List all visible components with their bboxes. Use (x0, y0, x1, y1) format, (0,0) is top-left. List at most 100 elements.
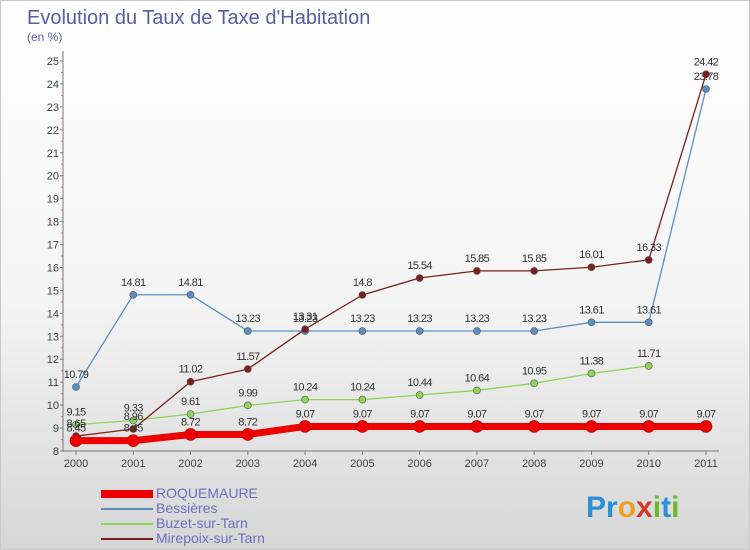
data-label-mirepoix-sur-tarn: 15.54 (407, 260, 432, 272)
data-point-bessi-res (644, 318, 653, 327)
data-label-roquemaure: 9.07 (582, 408, 601, 420)
data-point-roquemaure (527, 420, 541, 433)
x-tick-label: 2007 (465, 458, 489, 470)
data-point-bessi-res (72, 383, 80, 391)
data-label-roquemaure: 9.07 (639, 408, 658, 420)
data-point-mirepoix-sur-tarn (644, 256, 653, 264)
data-label-roquemaure: 8.72 (181, 416, 200, 428)
data-point-buzet-sur-tarn (644, 362, 653, 370)
data-label-mirepoix-sur-tarn: 11.57 (236, 351, 260, 363)
data-label-mirepoix-sur-tarn: 14.8 (353, 277, 372, 289)
data-point-buzet-sur-tarn (129, 416, 138, 425)
data-point-roquemaure (298, 420, 312, 433)
data-label-bessi-res: 13.23 (236, 313, 261, 325)
legend-swatch (101, 523, 153, 525)
data-label-buzet-sur-tarn: 9.33 (124, 402, 143, 414)
data-point-mirepoix-sur-tarn (301, 325, 309, 333)
x-tick-label: 2001 (121, 458, 145, 470)
legend-swatch (101, 538, 153, 540)
logo-letter: t (661, 491, 672, 524)
y-tick-label: 22 (47, 125, 59, 137)
data-label-mirepoix-sur-tarn: 8.96 (124, 411, 143, 423)
legend-swatch (101, 490, 153, 498)
logo-letter: o (617, 491, 637, 524)
legend-label: Mirepoix-sur-Tarn (156, 530, 265, 546)
data-label-mirepoix-sur-tarn: 15.85 (465, 253, 490, 265)
logo-letter: x (636, 491, 653, 524)
data-point-bessi-res (473, 327, 481, 335)
legend-swatch (101, 508, 153, 510)
x-tick-label: 2010 (636, 458, 660, 470)
data-point-roquemaure (69, 434, 83, 447)
y-tick-label: 15 (47, 285, 59, 297)
x-tick-label: 2004 (293, 458, 317, 470)
data-point-roquemaure (470, 420, 484, 433)
legend-label: Bessières (156, 500, 218, 516)
logo-letter: i (652, 491, 662, 524)
data-label-bessi-res: 13.23 (522, 313, 547, 325)
data-point-mirepoix-sur-tarn (473, 267, 481, 275)
data-point-mirepoix-sur-tarn (186, 377, 195, 386)
data-point-bessi-res (244, 327, 252, 335)
data-label-bessi-res: 14.81 (121, 277, 146, 289)
x-tick-label: 2006 (407, 458, 431, 470)
series-line-bessi-res (75, 88, 707, 388)
y-tick-label: 17 (47, 240, 59, 252)
data-label-buzet-sur-tarn: 9.61 (181, 396, 200, 408)
data-label-mirepoix-sur-tarn: 24.42 (694, 56, 719, 68)
data-label-roquemaure: 9.07 (353, 408, 372, 420)
y-tick-label: 18 (47, 217, 59, 229)
data-point-mirepoix-sur-tarn (244, 365, 252, 373)
x-tick-label: 2003 (236, 458, 260, 470)
data-label-mirepoix-sur-tarn: 16.01 (579, 249, 604, 261)
x-tick-label: 2008 (522, 458, 546, 470)
y-tick-label: 20 (47, 171, 59, 183)
legend-label: ROQUEMAURE (156, 485, 258, 501)
data-point-bessi-res (358, 327, 367, 335)
data-label-mirepoix-sur-tarn: 13.31 (293, 311, 318, 323)
data-point-mirepoix-sur-tarn (129, 425, 138, 433)
data-label-buzet-sur-tarn: 10.64 (465, 372, 490, 384)
data-point-bessi-res (530, 327, 538, 335)
y-tick-label: 9 (53, 423, 59, 435)
data-point-buzet-sur-tarn (244, 401, 252, 410)
data-label-roquemaure: 9.07 (525, 408, 544, 420)
data-point-roquemaure (356, 420, 369, 433)
data-label-buzet-sur-tarn: 10.95 (522, 365, 547, 377)
data-point-roquemaure (699, 420, 713, 433)
data-point-buzet-sur-tarn (587, 369, 596, 378)
y-tick-label: 21 (47, 148, 59, 160)
x-tick-label: 2009 (579, 458, 603, 470)
y-tick-label: 14 (47, 308, 59, 320)
data-point-buzet-sur-tarn (530, 379, 538, 388)
data-label-mirepoix-sur-tarn: 11.02 (179, 364, 203, 376)
series-line-mirepoix-sur-tarn (75, 73, 707, 437)
data-point-bessi-res (702, 85, 710, 93)
data-point-buzet-sur-tarn (473, 386, 481, 395)
y-tick-label: 11 (48, 377, 59, 389)
data-label-roquemaure: 9.07 (296, 408, 315, 420)
data-point-bessi-res (587, 318, 596, 327)
x-tick-label: 2005 (350, 458, 374, 470)
data-label-bessi-res: 10.79 (64, 369, 89, 381)
data-point-buzet-sur-tarn (301, 395, 309, 404)
data-label-bessi-res: 13.23 (407, 313, 432, 325)
data-label-bessi-res: 13.61 (579, 304, 604, 316)
data-point-roquemaure (184, 428, 197, 441)
logo-letter: P (586, 491, 607, 524)
data-point-roquemaure (241, 428, 255, 441)
data-label-buzet-sur-tarn: 11.38 (580, 355, 604, 367)
data-label-buzet-sur-tarn: 10.24 (350, 382, 375, 394)
data-point-mirepoix-sur-tarn (358, 291, 367, 299)
x-tick-label: 2011 (694, 458, 718, 470)
data-label-mirepoix-sur-tarn: 8.65 (66, 418, 85, 430)
data-label-roquemaure: 9.07 (410, 408, 429, 420)
y-tick-label: 19 (47, 194, 59, 206)
y-tick-label: 23 (47, 102, 59, 114)
logo-letter: i (671, 491, 680, 524)
data-point-mirepoix-sur-tarn (702, 70, 710, 79)
y-tick-label: 8 (53, 446, 59, 458)
y-tick-label: 13 (47, 331, 59, 343)
